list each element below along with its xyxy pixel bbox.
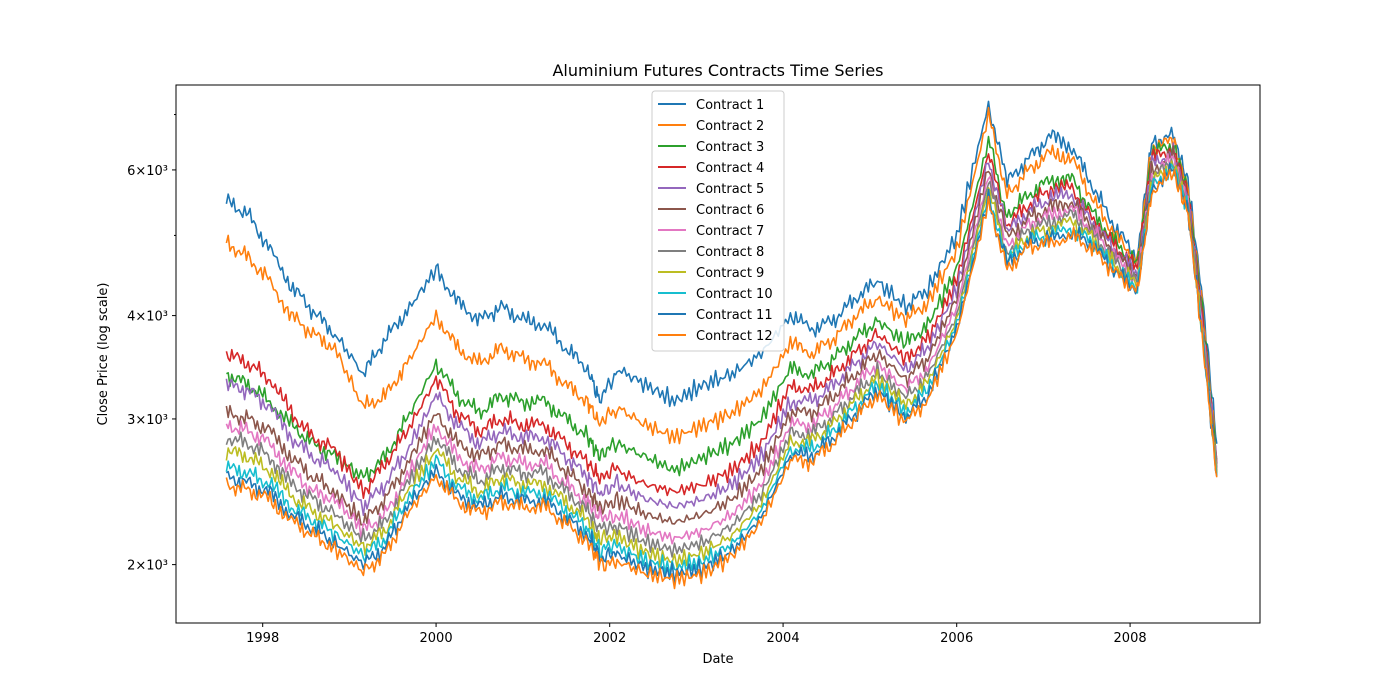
series-line-contract-1 bbox=[225, 100, 1218, 444]
series-line-contract-5 bbox=[225, 142, 1218, 517]
legend-entry-label: Contract 4 bbox=[696, 161, 764, 176]
plot-frame bbox=[175, 84, 1261, 624]
legend-entry-label: Contract 6 bbox=[696, 203, 764, 218]
x-tick-label: 2008 bbox=[1114, 631, 1147, 646]
series-line-contract-11 bbox=[225, 162, 1218, 584]
y-axis-label: Close Price (log scale) bbox=[96, 283, 111, 426]
y-axis: 2×10³ 3×10³ 4×10³ 6×10³ bbox=[127, 114, 176, 574]
x-axis-label: Date bbox=[702, 652, 733, 667]
x-axis: 1998 2000 2002 2004 2006 2008 bbox=[246, 623, 1147, 646]
plot-area bbox=[175, 84, 1261, 624]
series-line-contract-12 bbox=[225, 168, 1218, 590]
y-tick-label: 4×10³ bbox=[127, 310, 168, 325]
chart-title: Aluminium Futures Contracts Time Series bbox=[552, 61, 883, 80]
series-line-contract-10 bbox=[225, 163, 1218, 576]
series-line-contract-7 bbox=[225, 153, 1218, 545]
y-tick-label: 2×10³ bbox=[127, 559, 168, 574]
legend-entry-label: Contract 1 bbox=[696, 98, 764, 113]
legend-entry-label: Contract 10 bbox=[696, 287, 773, 302]
series-line-contract-8 bbox=[225, 158, 1218, 558]
legend-entry-label: Contract 12 bbox=[696, 329, 773, 344]
legend-entry-label: Contract 11 bbox=[696, 308, 773, 323]
legend-entry-label: Contract 9 bbox=[696, 266, 764, 281]
legend-entry-label: Contract 3 bbox=[696, 140, 764, 155]
legend-entry-label: Contract 5 bbox=[696, 182, 764, 197]
x-tick-label: 2000 bbox=[420, 631, 453, 646]
x-tick-label: 2004 bbox=[767, 631, 800, 646]
y-tick-label: 6×10³ bbox=[127, 164, 168, 179]
y-tick-label: 3×10³ bbox=[127, 413, 168, 428]
legend-entry-label: Contract 8 bbox=[696, 245, 764, 260]
x-tick-label: 2002 bbox=[593, 631, 626, 646]
legend-entry-label: Contract 7 bbox=[696, 224, 764, 239]
series-group bbox=[225, 100, 1218, 590]
x-tick-label: 1998 bbox=[246, 631, 279, 646]
x-tick-label: 2006 bbox=[940, 631, 973, 646]
series-line-contract-6 bbox=[225, 145, 1218, 526]
legend-box bbox=[651, 90, 785, 352]
legend: Contract 1 Contract 2 Contract 3 Contract 4… bbox=[651, 90, 785, 352]
legend-entry-label: Contract 2 bbox=[696, 119, 764, 134]
series-line-contract-2 bbox=[225, 106, 1218, 458]
